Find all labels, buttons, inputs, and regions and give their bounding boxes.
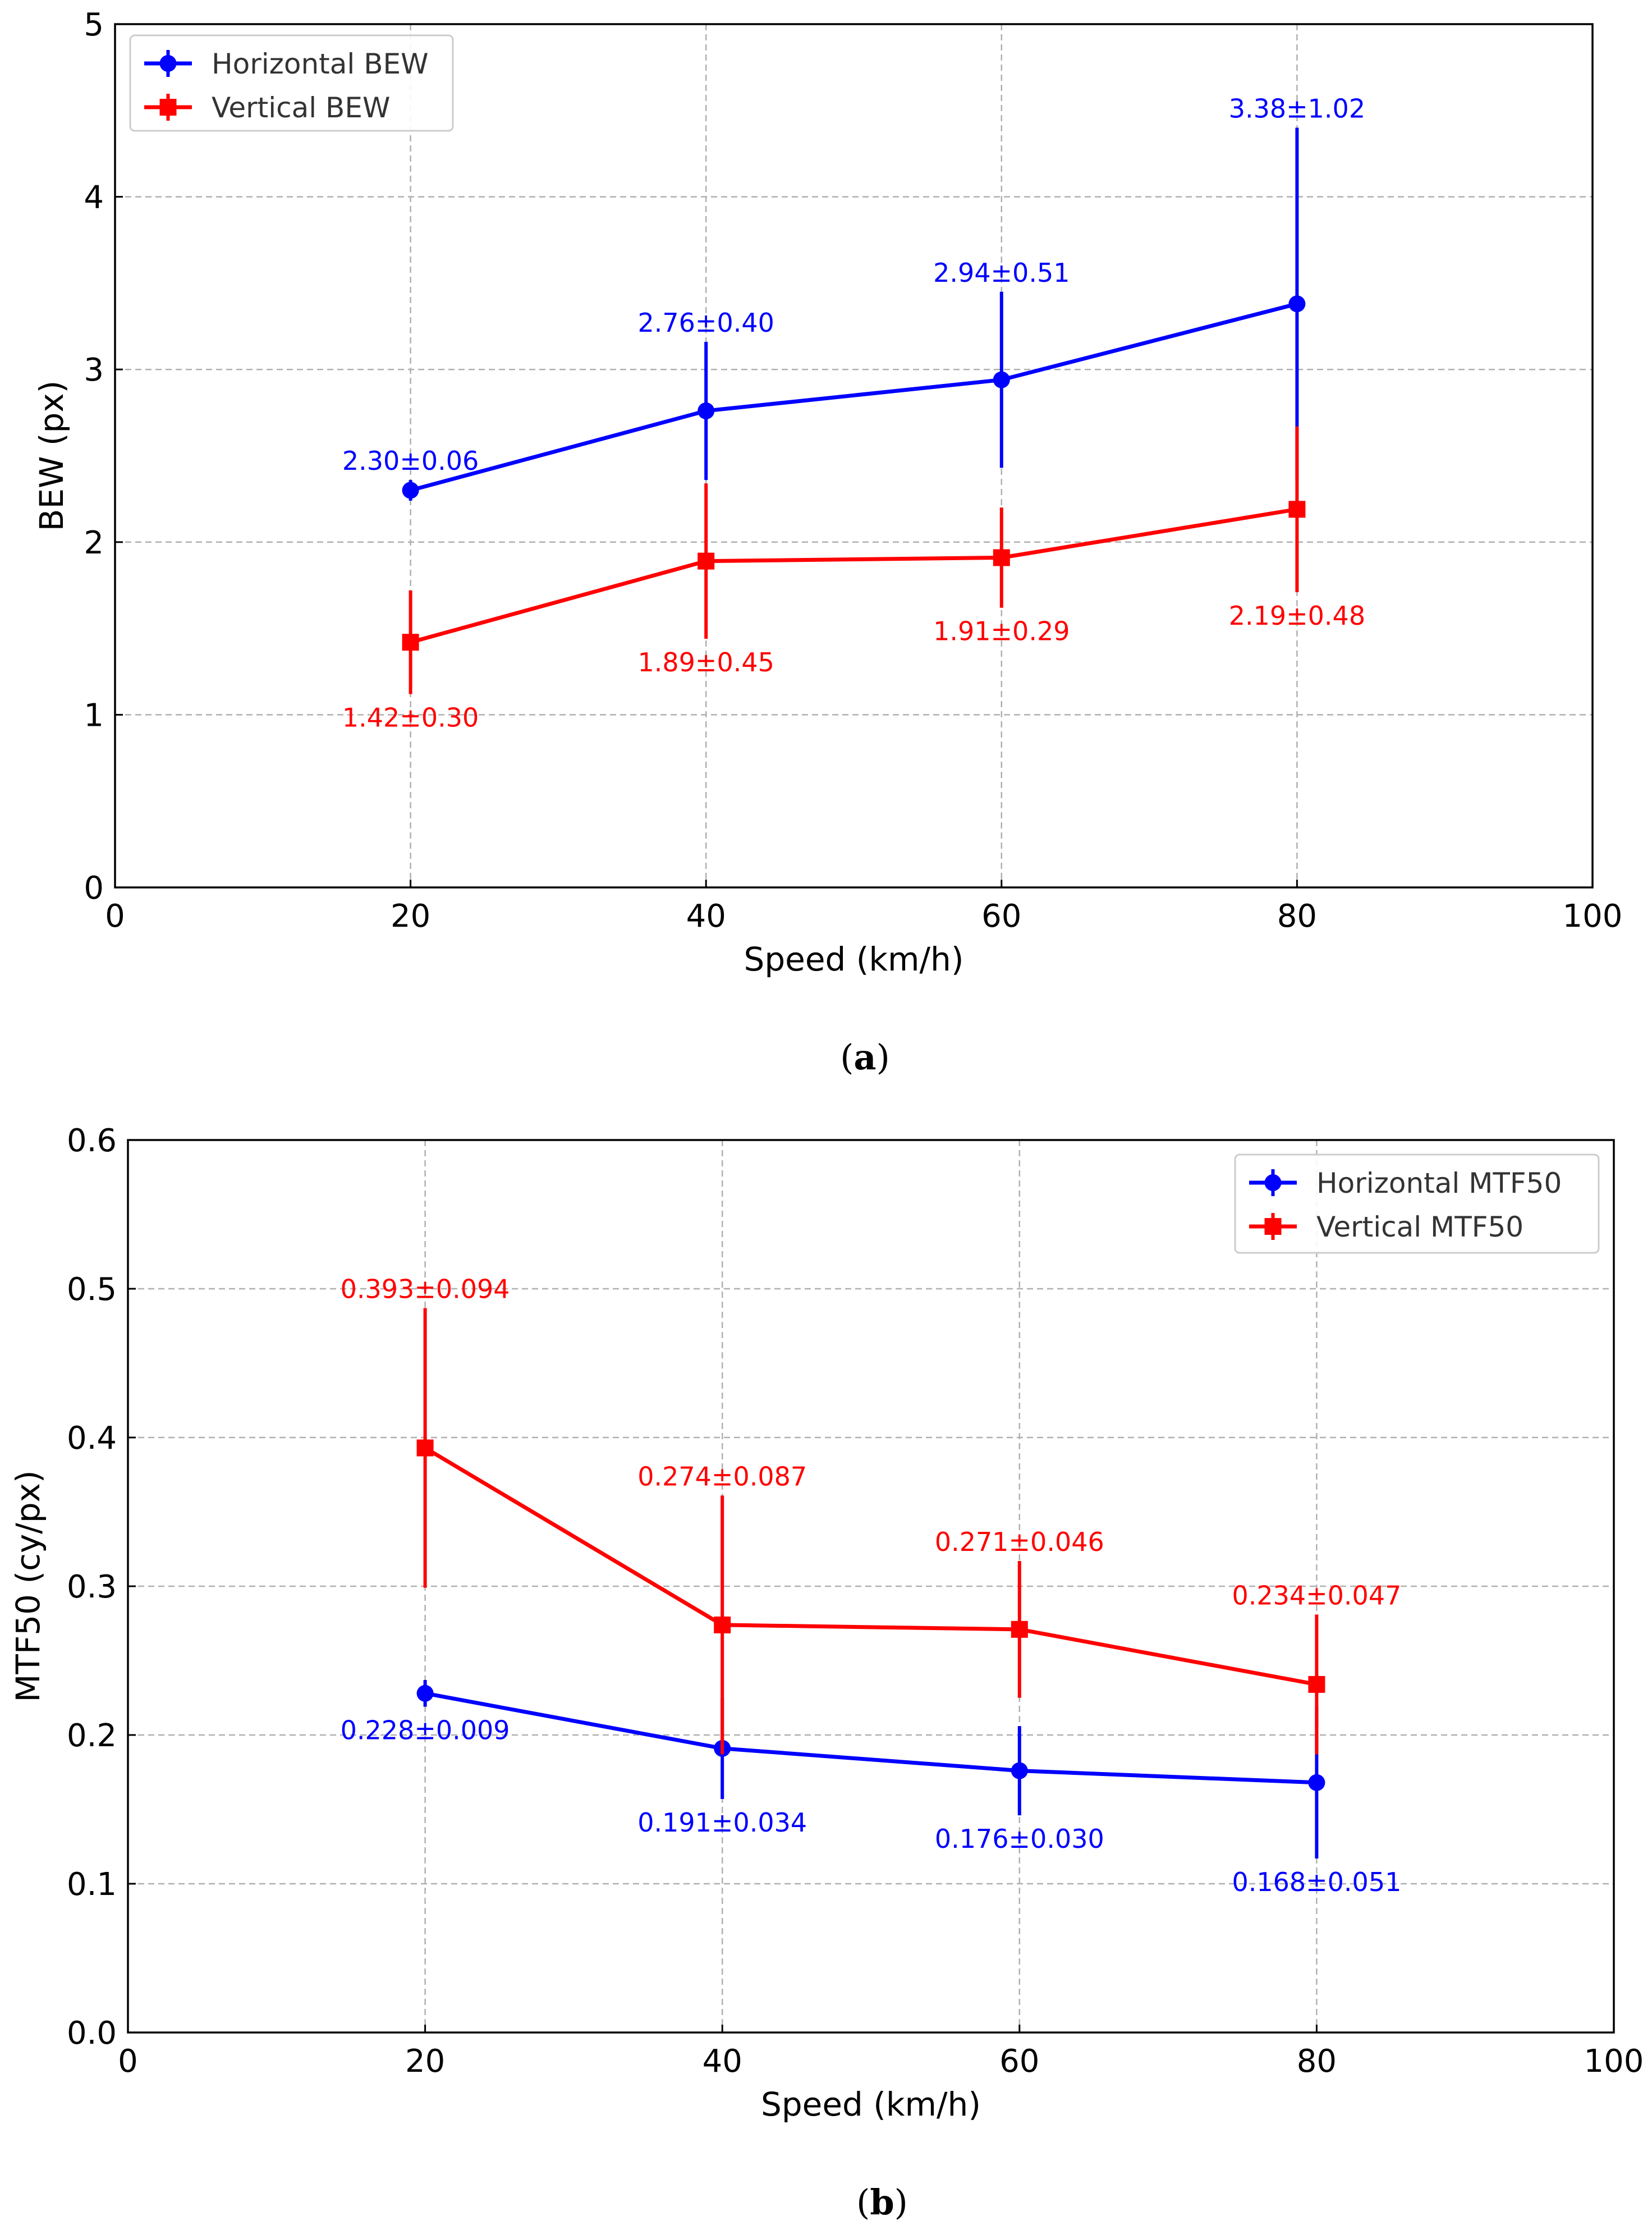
- data-point: [1308, 1774, 1325, 1791]
- data-point: [714, 1616, 731, 1633]
- x-tick-label: 100: [1584, 2043, 1644, 2080]
- legend-label: Horizontal BEW: [212, 48, 429, 80]
- data-label: 1.89±0.45: [638, 647, 774, 677]
- data-label: 1.42±0.30: [342, 702, 479, 733]
- series-line: [424, 1691, 1317, 1785]
- series-vertical: 1.42±0.30 1.89±0.45 1.91±0.29 2.19±0.48: [342, 426, 1365, 733]
- data-point: [1011, 1762, 1028, 1779]
- x-tick-label: 0: [105, 898, 125, 935]
- legend-box: [1234, 1153, 1600, 1254]
- subfigure-caption: (a): [840, 1037, 890, 1078]
- x-tick-label: 80: [1277, 898, 1317, 935]
- y-tick-label: 4: [84, 180, 104, 216]
- plot-frame: [127, 1139, 1615, 2034]
- series-line: [410, 507, 1297, 644]
- data-point: [993, 549, 1010, 566]
- legend: Horizontal MTF50 Vertical MTF50: [1234, 1153, 1600, 1254]
- legend-label: Vertical BEW: [212, 91, 390, 124]
- legend-marker: [159, 55, 177, 72]
- y-tick-label: 0.2: [67, 1718, 117, 1754]
- gridlines: [115, 24, 1593, 887]
- data-point: [416, 1439, 434, 1457]
- y-tick-label: 1: [84, 697, 104, 734]
- data-label: 2.94±0.51: [933, 258, 1070, 288]
- series-line: [410, 301, 1298, 492]
- series-vertical: 0.393±0.094 0.274±0.087 0.271±0.046 0.234±0…: [341, 1274, 1401, 1755]
- data-label: 0.274±0.087: [637, 1461, 807, 1491]
- y-tick-label: 5: [84, 7, 104, 43]
- x-tick-label: 40: [703, 2043, 742, 2080]
- x-tick-label: 60: [999, 2043, 1039, 2080]
- series-horizontal: 2.30±0.06 2.76±0.40 2.94±0.51 3.38±1.02: [342, 94, 1365, 501]
- x-tick-label: 100: [1563, 898, 1623, 935]
- x-tick-label: 0: [118, 2043, 138, 2080]
- data-label: 2.19±0.48: [1229, 601, 1365, 631]
- plot-frame: [114, 23, 1594, 889]
- data-label: 1.91±0.29: [933, 616, 1070, 647]
- subfigure-caption: (b): [856, 2182, 908, 2223]
- series-line: [424, 1446, 1318, 1687]
- data-point: [1288, 501, 1306, 518]
- caption-letter: a: [853, 1037, 876, 1078]
- data-point: [416, 1684, 434, 1702]
- x-tick-label: 20: [405, 2043, 445, 2080]
- data-point: [1308, 1675, 1325, 1693]
- data-label: 2.30±0.06: [342, 446, 479, 476]
- chart-a: 0 20 40 60 80 100 0 1 2 3 4 5 Speed (km/h) BEW (px) 2.…: [33, 7, 1622, 1078]
- x-tick-label: 60: [981, 898, 1021, 935]
- y-tick-label: 3: [84, 352, 104, 388]
- legend-label: Horizontal MTF50: [1316, 1167, 1562, 1200]
- y-axis-label: MTF50 (cy/px): [9, 1470, 47, 1702]
- data-label: 0.271±0.046: [935, 1527, 1104, 1557]
- chart-b: 0 20 40 60 80 100 0.0 0.1 0.2 0.3 0.4 0.5 0.6 Speed (…: [9, 1123, 1644, 2223]
- legend-marker: [1264, 1174, 1282, 1191]
- y-tick-label: 0.3: [67, 1569, 117, 1605]
- x-tick-label: 20: [391, 898, 430, 935]
- x-axis-label: Speed (km/h): [761, 2085, 981, 2123]
- legend-marker: [159, 99, 177, 116]
- data-label: 0.393±0.094: [341, 1274, 510, 1304]
- data-point: [402, 482, 419, 499]
- y-tick-label: 0.1: [67, 1866, 117, 1903]
- legend-marker: [1264, 1218, 1282, 1235]
- data-point: [697, 402, 715, 420]
- data-point: [993, 371, 1010, 388]
- y-tick-label: 2: [84, 525, 104, 561]
- data-point: [402, 634, 419, 651]
- data-label: 0.234±0.047: [1232, 1580, 1401, 1610]
- legend-label: Vertical MTF50: [1316, 1211, 1523, 1243]
- data-label: 2.76±0.40: [638, 308, 774, 338]
- y-tick-label: 0: [84, 870, 104, 907]
- x-tick-label: 40: [686, 898, 726, 935]
- y-axis-label: BEW (px): [33, 381, 71, 532]
- x-tick-label: 80: [1297, 2043, 1337, 2080]
- y-tick-label: 0.5: [67, 1271, 117, 1308]
- data-point: [1288, 295, 1306, 313]
- data-point: [1011, 1620, 1028, 1638]
- y-tick-label: 0.6: [67, 1123, 117, 1159]
- y-tick-label: 0.0: [67, 2015, 117, 2052]
- y-tick-label: 0.4: [67, 1420, 117, 1457]
- data-label: 3.38±1.02: [1229, 94, 1365, 124]
- caption-letter: b: [870, 2182, 894, 2223]
- data-label: 0.176±0.030: [935, 1824, 1104, 1854]
- x-axis-label: Speed (km/h): [744, 940, 964, 978]
- data-label: 0.191±0.034: [637, 1807, 807, 1838]
- series-horizontal: 0.228±0.009 0.191±0.034 0.176±0.030 0.168±0…: [341, 1679, 1401, 1897]
- data-label: 0.228±0.009: [341, 1715, 510, 1746]
- legend-box: [129, 34, 454, 132]
- data-label: 0.168±0.051: [1232, 1867, 1401, 1897]
- legend: Horizontal BEW Vertical BEW: [129, 34, 454, 132]
- data-point: [697, 552, 715, 570]
